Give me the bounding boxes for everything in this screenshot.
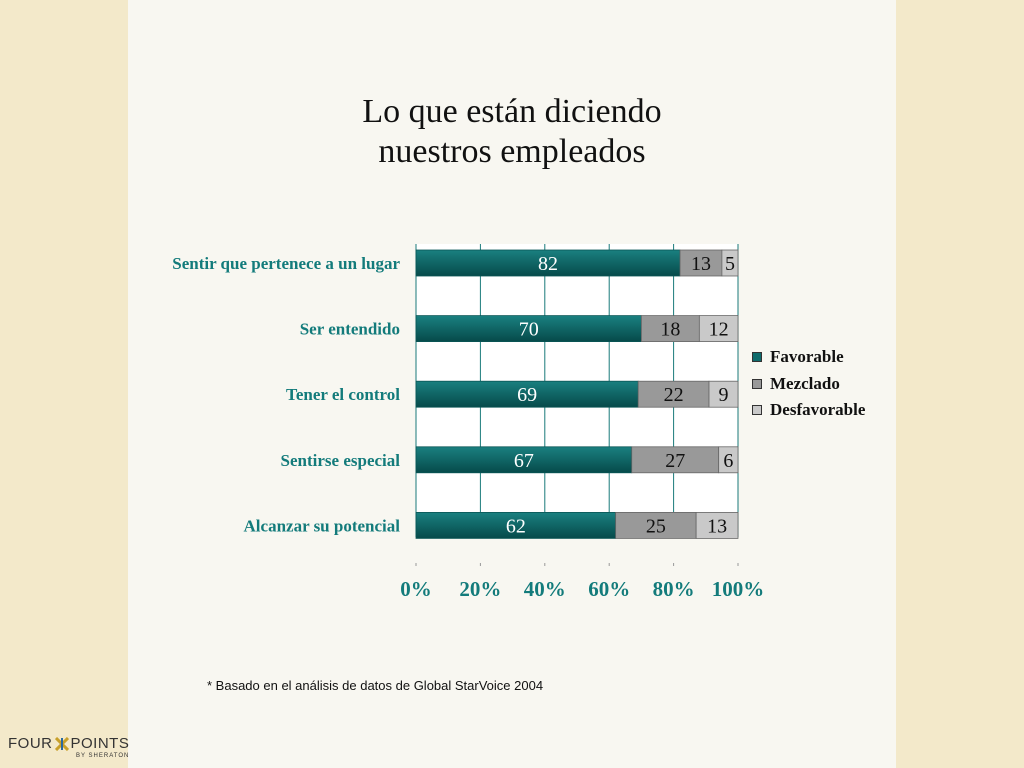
legend-label: Desfavorable (770, 400, 866, 420)
legend-label: Mezclado (770, 373, 840, 393)
x-tick-label: 20% (459, 577, 501, 601)
logo-word-left: FOUR (8, 735, 53, 752)
x-tick-label: 80% (653, 577, 695, 601)
data-label: 9 (719, 384, 729, 406)
legend-swatch (752, 378, 762, 389)
legend-item: Favorable (752, 344, 865, 371)
category-label: Tener el control (286, 385, 400, 404)
bar-segment (721, 249, 739, 277)
bar-segment (641, 315, 700, 343)
title-line-2: nuestros empleados (378, 133, 646, 170)
legend-swatch (752, 405, 762, 416)
legend-swatch (752, 352, 762, 363)
brand-logo: FOUR POINTS BY SHERATON (8, 735, 129, 759)
data-label: 13 (691, 253, 711, 275)
bar-segment (415, 380, 639, 408)
bar-segment (631, 446, 720, 474)
bar-segment (415, 249, 681, 277)
data-label: 62 (506, 515, 526, 537)
chart-legend: Favorable Mezclado Desfavorable (752, 344, 865, 424)
data-label: 12 (709, 319, 729, 341)
category-label: Alcanzar su potencial (244, 516, 401, 535)
bar-segment (695, 512, 739, 539)
bar-segment (415, 315, 642, 343)
data-label: 5 (725, 253, 735, 275)
data-label: 22 (664, 384, 684, 406)
data-label: 82 (538, 253, 558, 275)
data-label: 67 (514, 450, 534, 472)
x-tick-label: 40% (524, 577, 566, 601)
legend-item: Desfavorable (752, 397, 865, 424)
bar-segment (637, 380, 710, 408)
bar-segment (679, 249, 723, 277)
data-label: 13 (707, 515, 727, 537)
bar-segment (698, 315, 739, 343)
data-label: 27 (665, 450, 685, 472)
category-label: Sentirse especial (281, 451, 401, 470)
bar-segment (615, 512, 697, 539)
data-label: 18 (660, 319, 680, 341)
data-label: 69 (517, 384, 537, 406)
legend-label: Favorable (770, 347, 844, 367)
bar-segment (718, 446, 739, 474)
footnote: * Basado en el análisis de datos de Glob… (207, 678, 544, 693)
data-label: 25 (646, 515, 666, 537)
x-tick-label: 100% (712, 577, 765, 601)
title-line-1: Lo que están diciendo (362, 93, 662, 130)
category-label: Sentir que pertenece a un lugar (172, 254, 400, 273)
data-label: 6 (723, 450, 733, 472)
logo-subtitle: BY SHERATON (75, 753, 130, 759)
legend-item: Mezclado (752, 371, 865, 398)
slide-title: Lo que están diciendo nuestros empleados (128, 92, 896, 172)
logo-compass-icon (54, 736, 69, 751)
logo-word-right: POINTS (70, 735, 130, 752)
x-tick-label: 0% (400, 577, 432, 601)
category-label: Ser entendido (300, 320, 400, 339)
bar-segment (415, 446, 633, 474)
x-tick-label: 60% (588, 577, 630, 601)
data-label: 70 (519, 319, 539, 341)
bar-segment (708, 380, 739, 408)
